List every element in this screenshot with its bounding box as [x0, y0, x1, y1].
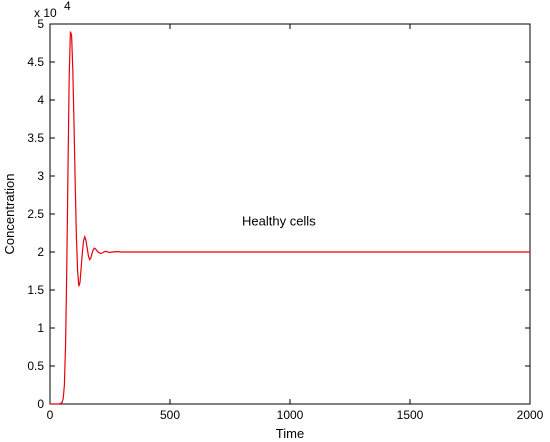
y-tick-label: 3.5	[27, 131, 44, 145]
series-line	[50, 31, 530, 405]
y-tick-label: 0	[37, 397, 44, 411]
x-tick-label: 500	[160, 408, 180, 422]
y-axis-ticks: 0 0.5 1 1.5 2 2.5 3 3.5 4 4.5 5	[27, 17, 530, 411]
y-tick-label: 2	[37, 245, 44, 259]
series-layer	[50, 31, 530, 405]
y-tick-label: 4	[37, 93, 44, 107]
x-tick-label: 2000	[517, 408, 544, 422]
y-tick-label: 0.5	[27, 359, 44, 373]
x-axis-title: Time	[276, 426, 304, 441]
x-tick-label: 1000	[277, 408, 304, 422]
x-tick-label: 1500	[397, 408, 424, 422]
y-tick-label: 4.5	[27, 55, 44, 69]
x-axis-ticks: 0 500 1000 1500 2000	[47, 24, 544, 422]
x-tick-label: 0	[47, 408, 54, 422]
y-scale-multiplier: x 10	[34, 6, 57, 20]
y-tick-label: 5	[37, 17, 44, 31]
y-tick-label: 2.5	[27, 207, 44, 221]
plot-area	[49, 23, 531, 405]
y-tick-label: 1	[37, 321, 44, 335]
y-tick-label: 3	[37, 169, 44, 183]
annotation-healthy-cells: Healthy cells	[242, 214, 316, 229]
y-scale-exponent: 4	[64, 0, 71, 13]
y-tick-label: 1.5	[27, 283, 44, 297]
y-axis-title: Concentration	[2, 174, 17, 255]
